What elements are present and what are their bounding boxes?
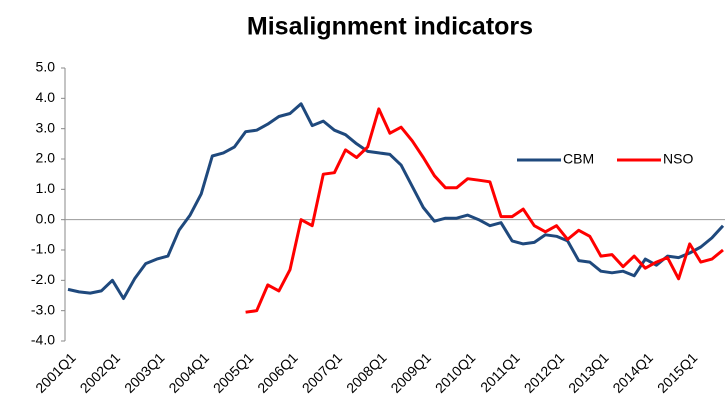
legend-label: CBM <box>563 151 594 167</box>
x-tick-label: 2002Q1 <box>77 349 124 396</box>
x-tick-label: 2003Q1 <box>121 349 168 396</box>
y-tick-label: 3.0 <box>36 119 56 135</box>
x-tick-label: 2006Q1 <box>254 349 301 396</box>
x-tick-label: 2004Q1 <box>165 349 212 396</box>
legend-label: NSO <box>663 151 693 167</box>
y-tick-label: 0.0 <box>36 210 56 226</box>
y-tick-label: -3.0 <box>31 301 55 317</box>
y-tick-label: -4.0 <box>31 332 55 348</box>
y-tick-label: 2.0 <box>36 150 56 166</box>
series-line <box>245 107 724 314</box>
y-tick-label: 4.0 <box>36 89 56 105</box>
x-tick-label: 2005Q1 <box>210 349 257 396</box>
x-tick-label: 2009Q1 <box>387 349 434 396</box>
y-tick-label: -1.0 <box>31 241 55 257</box>
x-tick-label: 2013Q1 <box>565 349 612 396</box>
series-line <box>67 102 725 300</box>
x-tick-label: 2001Q1 <box>32 349 79 396</box>
x-tick-label: 2015Q1 <box>654 349 701 396</box>
x-tick-label: 2011Q1 <box>477 349 523 395</box>
x-tick-label: 2007Q1 <box>299 349 346 396</box>
y-tick-label: 5.0 <box>36 59 56 75</box>
y-tick-label: 1.0 <box>36 180 56 196</box>
x-tick-label: 2014Q1 <box>609 349 656 396</box>
chart-title: Misalignment indicators <box>247 13 533 41</box>
x-tick-label: 2012Q1 <box>521 349 568 396</box>
y-tick-label: -2.0 <box>31 271 55 287</box>
x-tick-label: 2010Q1 <box>432 349 479 396</box>
x-tick-label: 2008Q1 <box>343 349 390 396</box>
